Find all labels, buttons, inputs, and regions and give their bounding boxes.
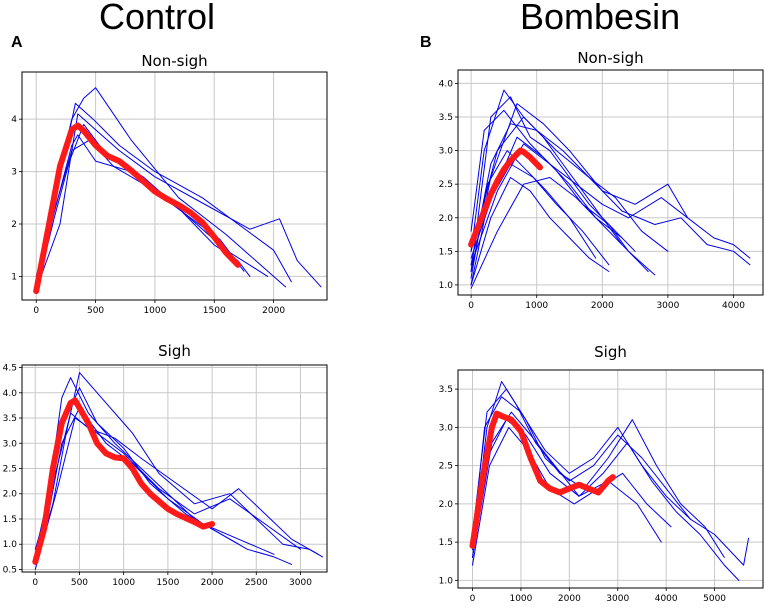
bombesin-sigh-xtick-label: 4000 [655,594,678,604]
bombesin-sigh-xtick-label: 2000 [558,594,581,604]
control-sigh-xtick-label: 500 [71,578,88,588]
bombesin-sigh-trace-line [472,381,725,558]
bombesin-nonsigh-frame [457,69,764,296]
bombesin-nonsigh-xtick-label: 4000 [722,301,745,311]
control-nonsigh-trace-line [35,87,286,288]
control-sigh-xtick-label: 0 [32,578,38,588]
bombesin-sigh-xtick-label: 1000 [509,594,532,604]
control-nonsigh-ytick-label: 1 [11,272,17,282]
control-nonsigh-xtick-label: 0 [33,306,39,316]
bombesin-nonsigh-trace-line [470,96,649,272]
control-sigh-xtick-label: 2000 [201,578,224,588]
bombesin-nonsigh-trace-line [470,116,751,266]
bombesin-sigh-xtick-label: 5000 [703,594,726,604]
bombesin-sigh-mean-line [469,410,616,549]
control-sigh-ytick-label: 1.5 [3,515,17,525]
bombesin-group-title: Bombesin [520,0,681,37]
control-nonsigh-ytick-label: 3 [11,168,17,178]
bombesin-sigh-ytick-label: 3.0 [439,423,454,433]
control-nonsigh-xtick-label: 500 [87,306,104,316]
bombesin-sigh-chart: Sigh 0 1000 2000 3000 4000 5000 1.0 1.5 2.0 2.5 3.0… [439,343,764,604]
control-sigh-trace-line [34,417,301,570]
bombesin-sigh-xtick-label: 0 [470,594,476,604]
control-sigh-ytick-label: 3.0 [3,439,18,449]
bombesin-nonsigh-ytick-label: 1.5 [439,247,453,257]
bombesin-nonsigh-mean-line [468,147,543,248]
control-nonsigh-xtick-label: 1000 [143,306,166,316]
control-sigh-frame [21,364,328,573]
control-sigh-trace-line [34,377,293,565]
control-sigh-trace-line [34,412,319,565]
bombesin-nonsigh-trace-line [470,177,656,289]
control-sigh-mean-line [32,397,216,565]
bombesin-nonsigh-trace-line [470,177,610,286]
bombesin-sigh-trace-line [472,411,740,581]
control-sigh-trace-line [34,372,324,565]
control-nonsigh-chart: Non-sigh 0 500 1000 1500 2000 1 2 3 4 [11,52,328,316]
control-nonsigh-ytick-label: 2 [11,220,17,230]
bombesin-nonsigh-ytick-label: 4.0 [439,79,454,89]
control-nonsigh-title: Non-sigh [141,52,207,70]
control-sigh-chart: Sigh 0 500 1000 1500 2000 2500 3000 0.5 1.0 1.5 2.0… [3,342,328,588]
control-sigh-xtick-label: 2500 [245,578,268,588]
bombesin-sigh-ytick-label: 3.5 [439,385,453,395]
bombesin-sigh-ytick-label: 1.0 [439,576,454,586]
control-nonsigh-xtick-label: 2000 [262,306,285,316]
bombesin-nonsigh-trace-line [470,103,689,272]
bombesin-nonsigh-ytick-label: 2.5 [439,180,453,190]
bombesin-sigh-ytick-label: 1.5 [439,538,453,548]
bombesin-nonsigh-trace-line [470,163,610,286]
bombesin-sigh-trace-line [472,426,672,566]
bombesin-nonsigh-title: Non-sigh [577,49,643,67]
bombesin-nonsigh-xtick-label: 0 [468,301,474,311]
control-sigh-trace-line [34,407,275,560]
control-sigh-ytick-label: 0.5 [3,565,17,575]
control-sigh-ytick-label: 2.0 [3,490,18,500]
control-sigh-ytick-label: 3.5 [3,414,17,424]
bombesin-sigh-xtick-label: 3000 [606,594,629,604]
panel-letter-b: B [420,34,432,51]
bombesin-sigh-title: Sigh [594,343,627,361]
bombesin-sigh-trace-line [472,396,691,543]
bombesin-sigh-ytick-label: 2.5 [439,462,453,472]
control-sigh-title: Sigh [158,342,191,360]
bombesin-nonsigh-ytick-label: 2.0 [439,214,454,224]
control-group-title: Control [99,0,216,37]
control-nonsigh-ytick-label: 4 [11,115,17,125]
control-sigh-xtick-label: 1500 [156,578,179,588]
control-sigh-ytick-label: 4.5 [3,364,17,374]
bombesin-nonsigh-xtick-label: 1000 [525,301,548,311]
bombesin-nonsigh-xtick-label: 2000 [591,301,614,311]
control-sigh-xtick-label: 3000 [289,578,312,588]
control-nonsigh-xtick-label: 1500 [203,306,226,316]
control-sigh-xtick-label: 1000 [112,578,135,588]
bombesin-sigh-frame [457,369,764,589]
bombesin-nonsigh-ytick-label: 3.0 [439,147,454,157]
bombesin-sigh-trace-line [472,388,749,566]
control-sigh-ytick-label: 2.5 [3,465,17,475]
panel-letter-a: A [11,34,23,51]
bombesin-nonsigh-ytick-label: 1.0 [439,281,454,291]
bombesin-sigh-ytick-label: 2.0 [439,500,454,510]
control-nonsigh-mean-line [33,122,241,295]
bombesin-nonsigh-xtick-label: 3000 [656,301,679,311]
bombesin-nonsigh-chart: Non-sigh 0 1000 2000 3000 4000 1.0 1.5 2.0 2.5 3.0… [439,49,764,311]
control-nonsigh-trace-line [35,134,251,288]
bombesin-nonsigh-trace-line [470,123,669,266]
control-sigh-ytick-label: 4.0 [3,389,18,399]
control-nonsigh-frame [21,71,328,301]
bombesin-sigh-trace-line [472,419,662,558]
control-sigh-ytick-label: 1.0 [3,540,18,550]
bombesin-nonsigh-ytick-label: 3.5 [439,113,453,123]
